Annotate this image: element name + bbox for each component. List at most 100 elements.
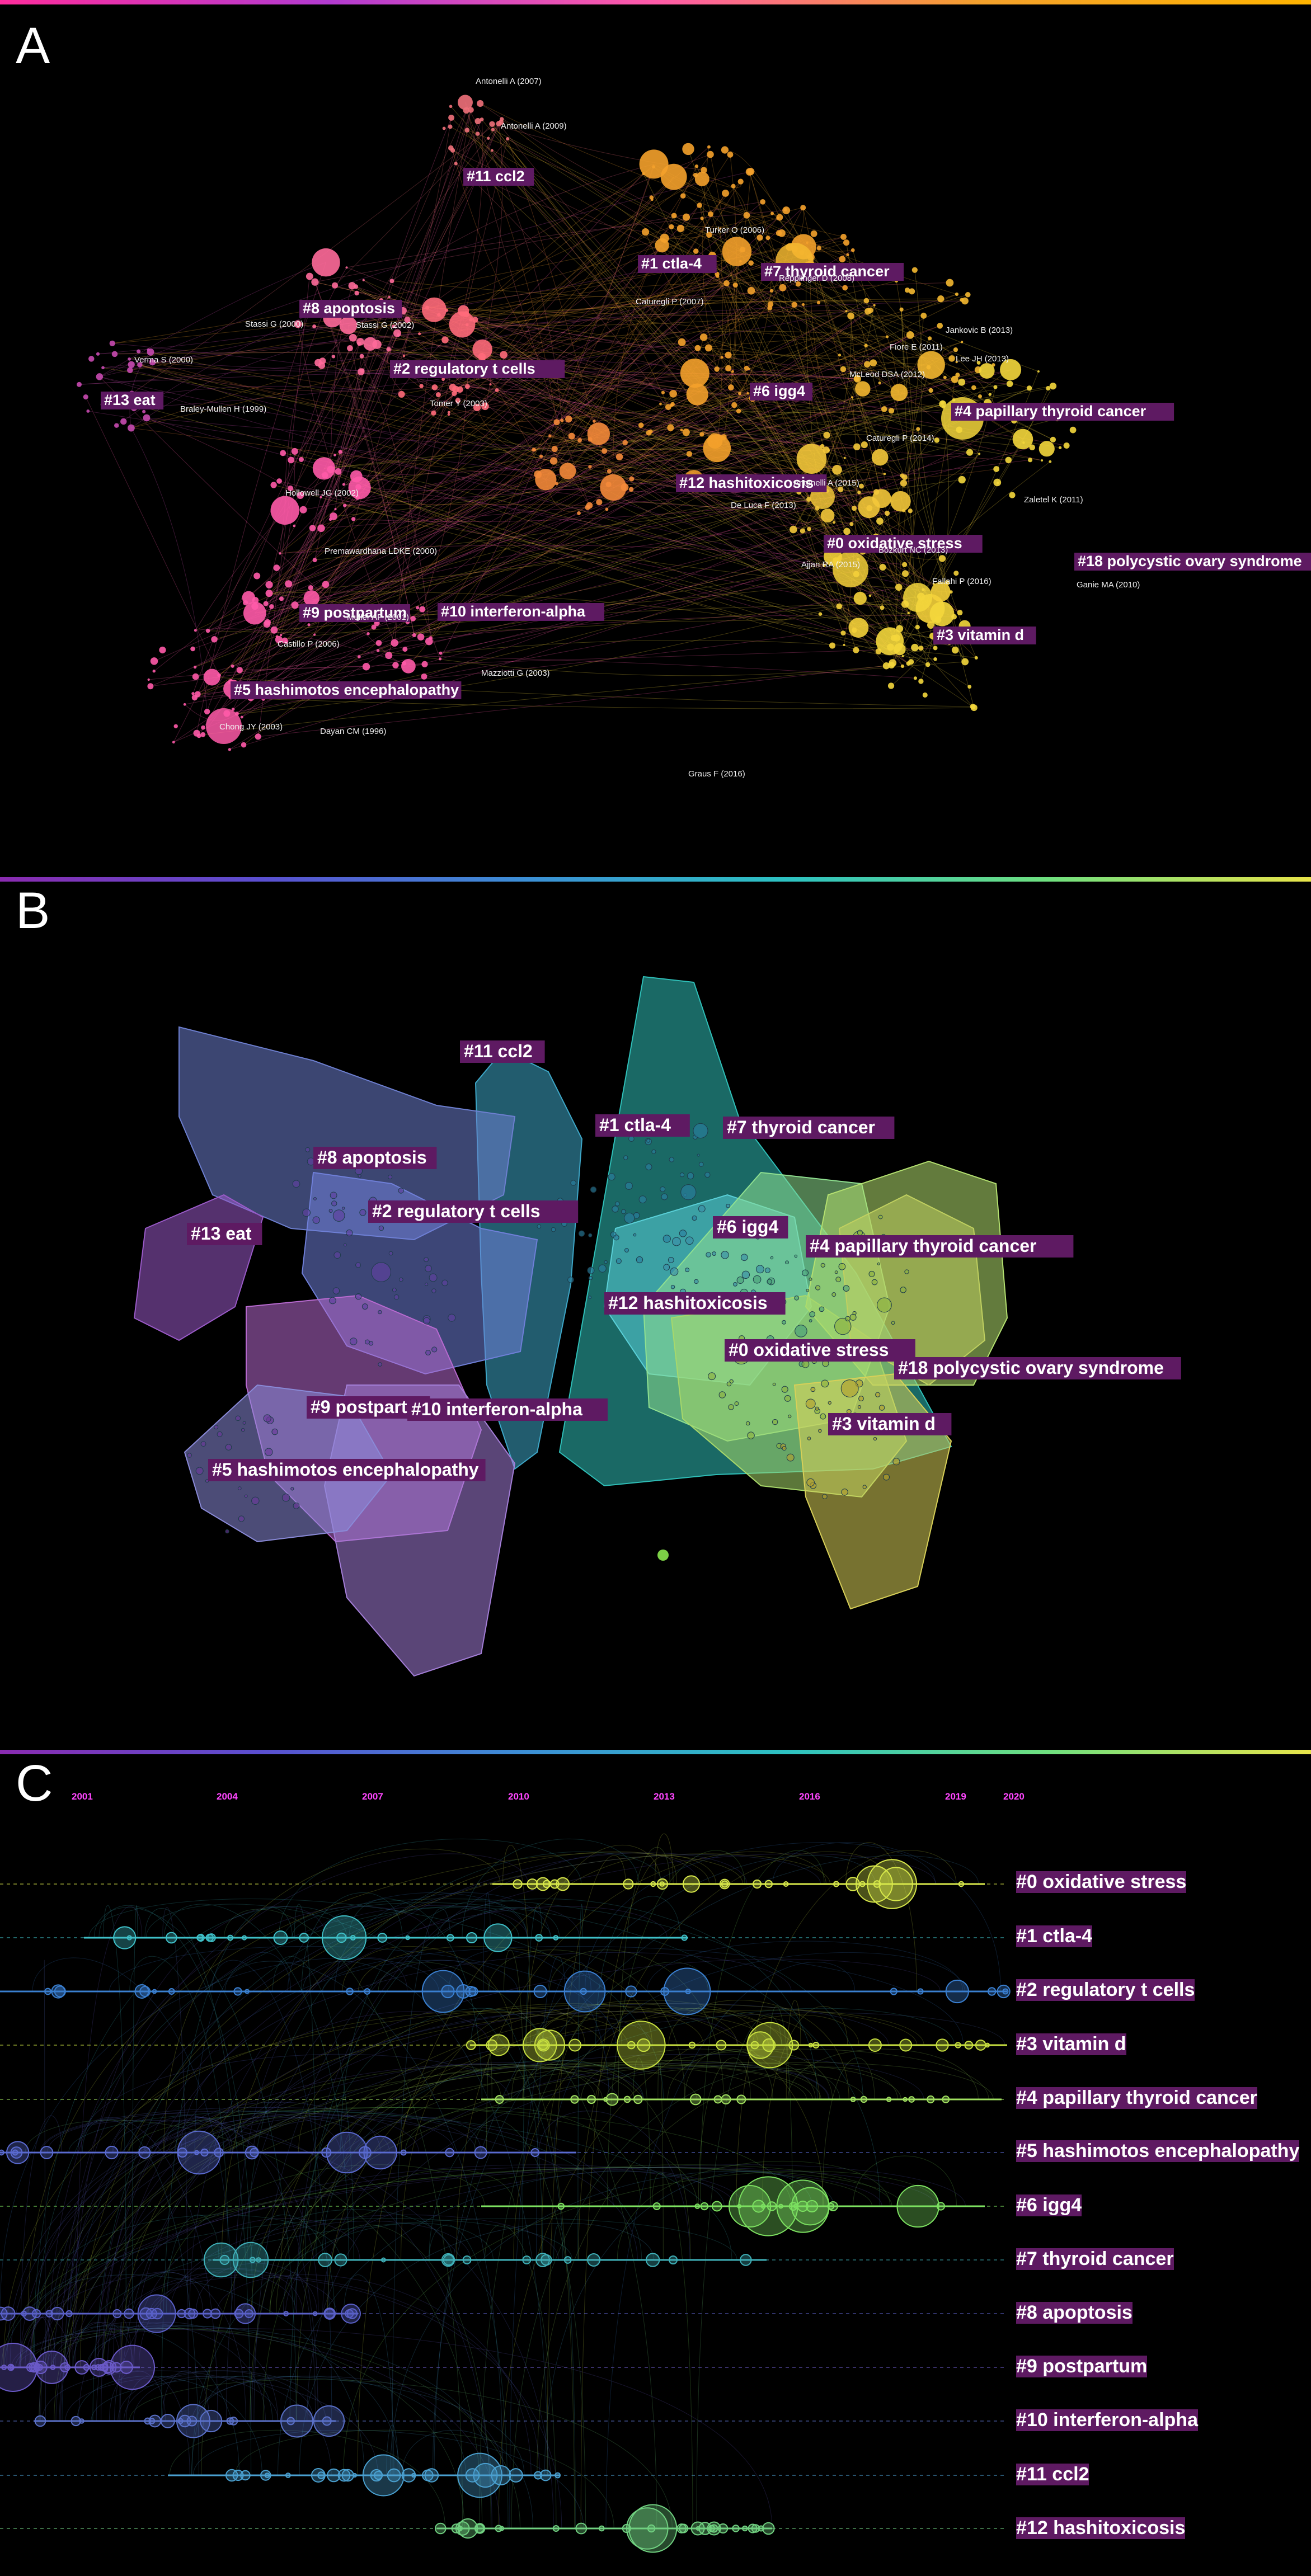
paper-node — [728, 1404, 734, 1410]
paper-node — [669, 224, 674, 230]
paper-node — [183, 703, 186, 706]
paper-node — [645, 1164, 652, 1171]
citation-arc — [103, 2064, 697, 2368]
paper-node — [551, 446, 558, 453]
paper-node — [378, 1225, 384, 1231]
paper-node — [359, 1209, 366, 1216]
paper-node — [636, 1256, 643, 1264]
citation-link — [533, 403, 943, 451]
citation-arc — [109, 2370, 166, 2422]
paper-node — [902, 562, 908, 567]
citation-arc — [11, 2328, 500, 2529]
citation-arc — [786, 2000, 801, 2100]
paper-node — [281, 1494, 290, 1502]
paper-node — [883, 1473, 890, 1481]
timeline-node — [656, 1878, 669, 1890]
timeline-node — [475, 2523, 485, 2533]
citation-arc — [37, 2274, 365, 2476]
citation-link — [343, 119, 482, 485]
citation-arc — [378, 1962, 657, 2529]
timeline-node — [400, 2149, 407, 2156]
citation-link — [507, 138, 980, 454]
paper-node — [313, 633, 316, 636]
timeline-node — [778, 2203, 783, 2209]
paper-node — [747, 1431, 755, 1439]
timeline-node — [232, 2241, 269, 2278]
paper-node — [851, 396, 854, 399]
citation-arc — [549, 1949, 724, 2100]
paper-node — [633, 1233, 637, 1237]
svg-text:#5 hashimotos encephalopathy: #5 hashimotos encephalopathy — [234, 681, 459, 698]
paper-node — [794, 1254, 798, 1258]
paper-node — [271, 1428, 278, 1435]
citation-link — [269, 378, 857, 594]
paper-node — [96, 373, 104, 380]
citation-link — [243, 305, 875, 745]
timeline-node — [899, 2038, 913, 2052]
timeline-node — [487, 2034, 510, 2056]
citation-arc — [67, 2113, 341, 2314]
timeline-node — [762, 2038, 776, 2052]
svg-text:#0 oxidative stress: #0 oxidative stress — [729, 1340, 889, 1360]
cluster-label: #6 igg4 — [713, 1216, 788, 1238]
paper-node — [128, 357, 131, 361]
citation-link — [619, 410, 892, 458]
timeline-node — [203, 2242, 239, 2278]
paper-node — [820, 508, 835, 523]
author-label: Ganie MA (2010) — [1077, 580, 1140, 590]
citation-link — [878, 385, 1054, 652]
timeline-node — [752, 2200, 765, 2213]
paper-node — [661, 390, 665, 394]
paper-node — [888, 408, 895, 414]
svg-text:#13 eat: #13 eat — [104, 392, 156, 408]
timeline-node — [411, 2473, 416, 2478]
paper-node — [236, 667, 243, 674]
timeline-node — [556, 1877, 570, 1891]
paper-node — [679, 1172, 685, 1178]
paper-node — [731, 370, 734, 373]
timeline-node — [324, 2308, 335, 2319]
timeline-node — [65, 2310, 73, 2318]
citation-link — [274, 335, 910, 630]
paper-node — [894, 643, 906, 656]
timeline-node — [746, 2022, 793, 2069]
paper-node — [356, 338, 364, 346]
citation-link — [650, 398, 753, 432]
paper-node — [958, 378, 966, 386]
paper-node — [786, 1453, 795, 1462]
paper-node — [694, 171, 709, 186]
paper-node — [901, 654, 904, 658]
cluster-label: #12 hashitoxicosis — [604, 1292, 786, 1315]
paper-node — [849, 1313, 857, 1321]
citation-arc — [278, 1838, 582, 1938]
paper-node — [951, 375, 958, 383]
timeline-node — [580, 1988, 587, 1995]
paper-node — [623, 1155, 628, 1160]
paper-node — [796, 444, 827, 474]
svg-text:#6 igg4: #6 igg4 — [717, 1217, 778, 1237]
citation-arc — [503, 1949, 524, 2100]
paper-node — [708, 1372, 716, 1381]
cluster-label: #7 thyroid cancer — [723, 1117, 895, 1139]
citation-link — [335, 124, 492, 286]
citation-arc — [485, 2224, 557, 2529]
citation-link — [793, 379, 857, 530]
paper-node — [876, 517, 884, 525]
year-label: 2019 — [945, 1791, 966, 1802]
paper-node — [669, 390, 677, 398]
timeline-node — [244, 1989, 250, 1994]
paper-node — [590, 1186, 597, 1193]
paper-node — [737, 178, 744, 185]
paper-node — [313, 1197, 317, 1200]
timeline-node — [750, 2041, 759, 2050]
citation-link — [352, 285, 838, 470]
paper-node — [732, 282, 738, 288]
timeline-node — [767, 2201, 777, 2211]
paper-node — [303, 590, 320, 606]
panel-a-letter: A — [16, 17, 50, 74]
paper-node — [615, 453, 623, 460]
citation-link — [199, 123, 499, 736]
timeline-node — [1, 2364, 7, 2371]
paper-node — [669, 1157, 674, 1162]
paper-node — [372, 340, 382, 349]
